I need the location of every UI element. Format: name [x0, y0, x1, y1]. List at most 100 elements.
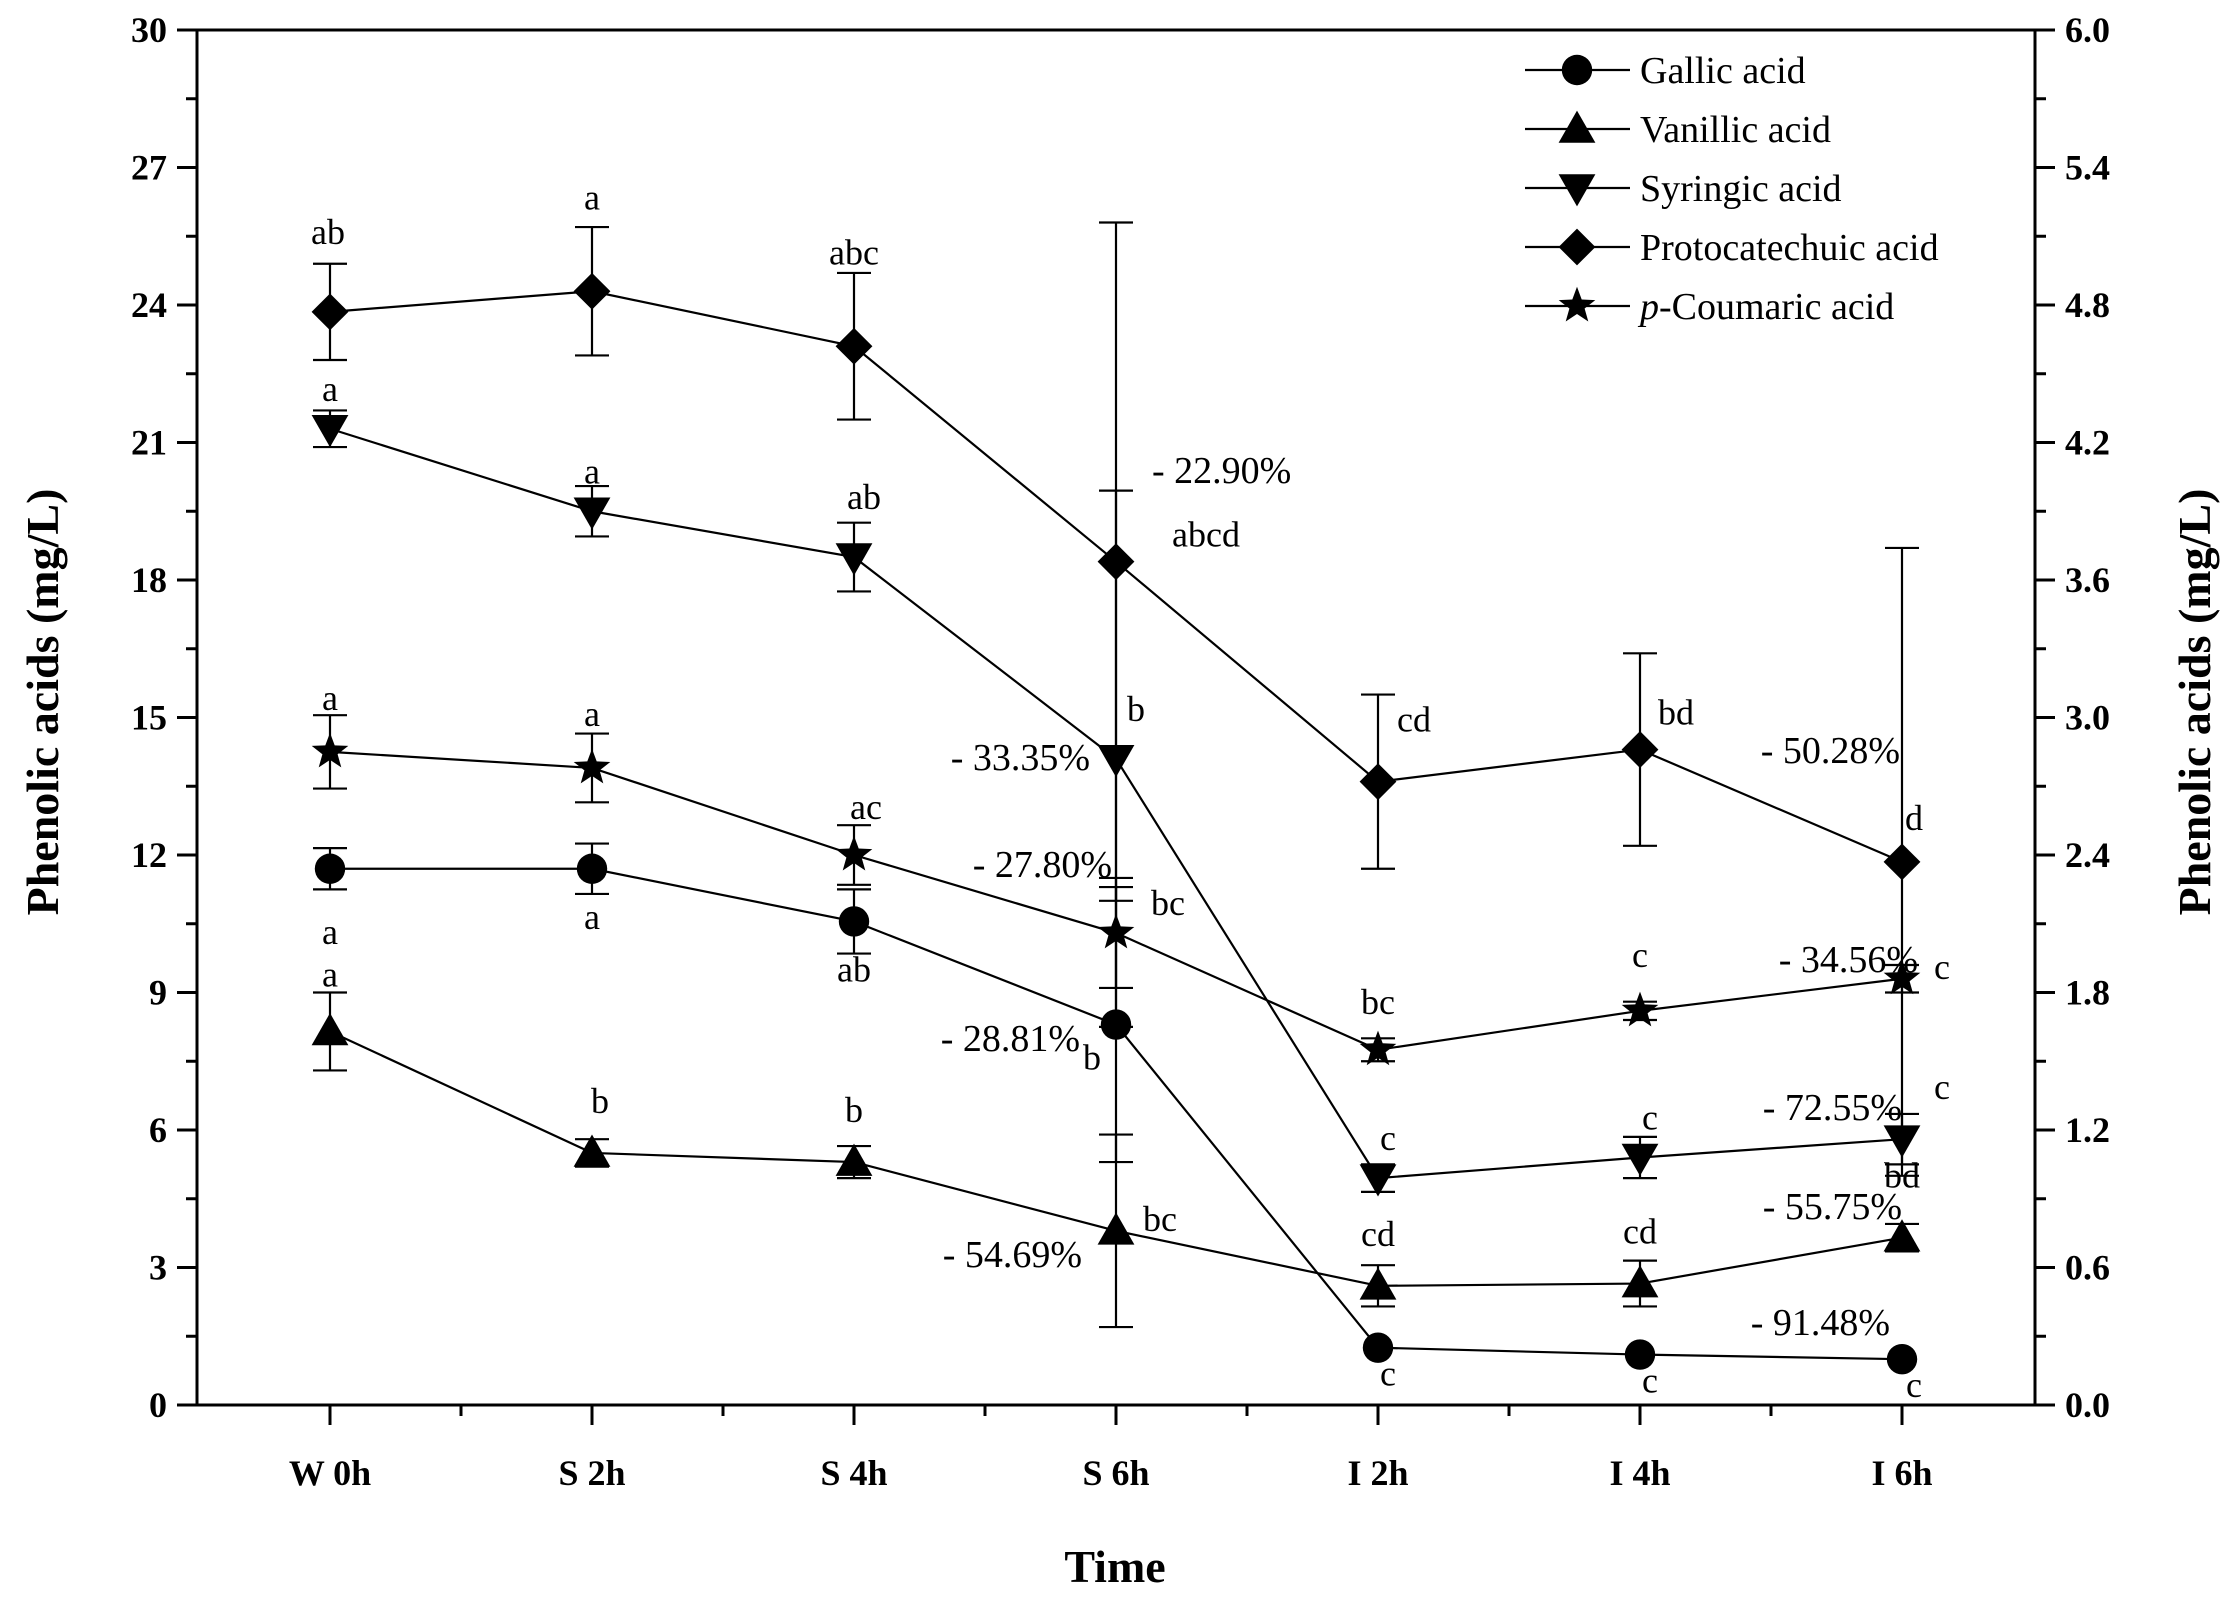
significance-letter: c — [1642, 1098, 1658, 1138]
y-tick-label-left: 15 — [131, 698, 167, 738]
data-point-diamond — [1097, 543, 1135, 581]
significance-letter: c — [1632, 935, 1648, 975]
legend-marker-star — [1558, 286, 1596, 322]
y-tick-label-right: 5.4 — [2065, 148, 2110, 188]
legend-label-rest: -Coumaric acid — [1659, 286, 1894, 328]
data-point-triangle-down — [835, 543, 873, 576]
significance-letter: a — [322, 678, 338, 718]
legend-marker-circle — [1561, 54, 1593, 86]
percent-change-label: - 33.35% — [951, 737, 1090, 779]
significance-letter: cd — [1397, 700, 1431, 740]
legend-label: p-Coumaric acid — [1637, 286, 1894, 328]
significance-letter: bc — [1151, 883, 1185, 923]
y-tick-label-right: 2.4 — [2065, 835, 2110, 875]
data-point-circle — [314, 853, 346, 884]
data-point-triangle-up — [311, 1013, 349, 1046]
significance-letter: c — [1934, 947, 1950, 987]
x-tick-label: W 0h — [289, 1453, 371, 1493]
percent-change-label: - 72.55% — [1763, 1087, 1902, 1129]
significance-letter: bc — [1143, 1199, 1177, 1239]
data-point-triangle-up — [1621, 1265, 1659, 1298]
percent-change-label: - 91.48% — [1751, 1302, 1890, 1344]
data-point-triangle-down — [1883, 1125, 1921, 1158]
data-point-circle — [1886, 1343, 1918, 1375]
y-tick-label-left: 24 — [131, 285, 167, 325]
data-point-circle — [1362, 1332, 1394, 1363]
data-point-diamond — [1359, 763, 1397, 801]
significance-letter: ac — [850, 787, 882, 827]
y-tick-label-left: 18 — [131, 560, 167, 600]
data-point-star — [835, 835, 873, 871]
data-point-diamond — [835, 327, 873, 365]
significance-letter: abc — [829, 232, 879, 272]
percent-change-label: - 50.28% — [1761, 730, 1900, 772]
x-tick-label: S 2h — [558, 1453, 625, 1493]
significance-letter: ab — [311, 212, 345, 252]
y-tick-label-right: 3.6 — [2065, 560, 2110, 600]
data-point-triangle-up — [835, 1143, 873, 1176]
legend-label: Vanillic acid — [1640, 109, 1831, 151]
legend-label: Protocatechuic acid — [1640, 227, 1939, 269]
data-point-triangle-down — [1621, 1143, 1659, 1176]
percent-change-label: - 22.90% — [1152, 450, 1291, 492]
percent-change-label: - 27.80% — [973, 844, 1112, 886]
significance-letter: a — [322, 912, 338, 952]
y-tick-label-left: 21 — [131, 423, 167, 463]
significance-letter: bd — [1884, 1156, 1920, 1196]
y-tick-label-right: 4.8 — [2065, 285, 2110, 325]
significance-letter: cd — [1361, 1214, 1395, 1254]
y-tick-label-left: 30 — [131, 10, 167, 50]
y-tick-label-left: 0 — [149, 1385, 167, 1425]
data-point-star — [1883, 959, 1921, 995]
x-axis-title: Time — [1064, 1541, 1165, 1592]
legend-label-italic-prefix: p — [1637, 286, 1659, 328]
x-tick-label: I 6h — [1871, 1453, 1932, 1493]
data-point-circle — [1100, 1009, 1132, 1040]
y-tick-label-right: 0.0 — [2065, 1385, 2110, 1425]
y-axis-title-left: Phenolic acids (mg/L) — [17, 489, 68, 916]
data-point-diamond — [573, 272, 611, 310]
significance-letter: ab — [837, 949, 871, 989]
data-point-star — [1621, 991, 1659, 1027]
significance-letter: a — [584, 177, 600, 217]
y-tick-label-right: 4.2 — [2065, 423, 2110, 463]
significance-letter: cd — [1623, 1212, 1657, 1252]
data-point-star — [573, 748, 611, 784]
x-tick-label: I 4h — [1609, 1453, 1670, 1493]
percent-change-label: - 34.56% — [1779, 939, 1918, 981]
percent-change-label: - 55.75% — [1763, 1186, 1902, 1228]
significance-letter: abcd — [1172, 515, 1240, 555]
y-axis-title-right: Phenolic acids (mg/L) — [2169, 489, 2220, 916]
y-tick-label-left: 27 — [131, 148, 167, 188]
y-tick-label-left: 9 — [149, 973, 167, 1013]
significance-letter: c — [1934, 1067, 1950, 1107]
significance-letter: b — [591, 1081, 609, 1121]
percent-change-label: - 28.81% — [941, 1018, 1080, 1060]
significance-letter: d — [1905, 798, 1923, 838]
data-point-circle — [576, 853, 608, 884]
x-tick-label: S 6h — [1082, 1453, 1149, 1493]
y-tick-label-right: 3.0 — [2065, 698, 2110, 738]
percent-change-label: - 54.69% — [943, 1234, 1082, 1276]
legend-marker-diamond — [1558, 228, 1596, 266]
data-point-triangle-up — [1359, 1267, 1397, 1300]
data-point-star — [311, 732, 349, 768]
y-tick-label-right: 1.8 — [2065, 973, 2110, 1013]
y-tick-label-left: 3 — [149, 1248, 167, 1288]
y-tick-label-right: 6.0 — [2065, 10, 2110, 50]
data-point-star — [1097, 913, 1135, 949]
data-point-circle — [1624, 1339, 1656, 1370]
legend-marker-triangle-up — [1558, 110, 1596, 143]
data-point-circle — [838, 906, 870, 937]
x-tick-label: S 4h — [820, 1453, 887, 1493]
significance-letter: a — [584, 897, 600, 937]
significance-letter: a — [322, 954, 338, 994]
data-point-diamond — [1621, 731, 1659, 768]
legend-label: Gallic acid — [1640, 50, 1806, 92]
data-point-triangle-down — [1359, 1164, 1397, 1197]
significance-letter: b — [1127, 689, 1145, 729]
significance-letter: ab — [847, 477, 881, 517]
significance-letter: c — [1380, 1118, 1396, 1158]
y-tick-label-left: 6 — [149, 1110, 167, 1150]
